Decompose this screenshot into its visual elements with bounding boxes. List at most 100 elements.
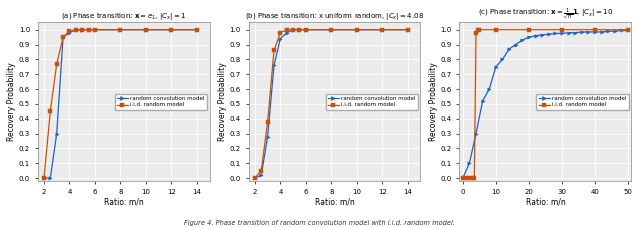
i.i.d. random model <box>474 28 481 31</box>
random convolution model <box>193 28 201 31</box>
X-axis label: Ratio: m/n: Ratio: m/n <box>525 197 565 206</box>
i.i.d. random model <box>302 28 310 31</box>
i.i.d. random model <box>142 28 150 31</box>
i.i.d. random model <box>465 177 473 179</box>
X-axis label: Ratio: m/n: Ratio: m/n <box>315 197 355 206</box>
X-axis label: Ratio: m/n: Ratio: m/n <box>104 197 143 206</box>
i.i.d. random model <box>328 28 335 31</box>
random convolution model <box>479 100 486 102</box>
random convolution model <box>545 33 552 36</box>
random convolution model <box>591 31 599 33</box>
random convolution model <box>485 88 493 90</box>
i.i.d. random model <box>270 49 278 52</box>
random convolution model <box>538 34 546 36</box>
i.i.d. random model <box>492 28 500 31</box>
i.i.d. random model <box>462 177 470 179</box>
Text: Figure 4. Phase transition of random convolution model with i.i.d. random model.: Figure 4. Phase transition of random con… <box>184 220 456 226</box>
i.i.d. random model <box>276 31 284 34</box>
random convolution model <box>598 31 605 33</box>
random convolution model <box>584 31 592 33</box>
Legend: random convolution model, i.i.d. random model: random convolution model, i.i.d. random … <box>115 94 207 110</box>
i.i.d. random model <box>66 30 74 32</box>
random convolution model <box>604 30 612 32</box>
Y-axis label: Recovery Probability: Recovery Probability <box>429 62 438 141</box>
random convolution model <box>40 177 48 179</box>
random convolution model <box>257 174 265 176</box>
i.i.d. random model <box>53 62 61 65</box>
random convolution model <box>505 48 513 50</box>
random convolution model <box>558 32 566 35</box>
i.i.d. random model <box>257 169 265 172</box>
i.i.d. random model <box>116 28 124 31</box>
random convolution model <box>499 58 506 61</box>
random convolution model <box>296 28 303 31</box>
random convolution model <box>492 65 500 68</box>
random convolution model <box>525 36 532 39</box>
random convolution model <box>459 177 467 179</box>
i.i.d. random model <box>558 28 566 31</box>
random convolution model <box>611 30 619 32</box>
Title: (c) Phase transition: $\mathbf{x} = \frac{1}{\sqrt{n}}\mathbf{1}$, $|C_x| = 10$: (c) Phase transition: $\mathbf{x} = \fra… <box>478 7 613 22</box>
random convolution model <box>116 28 124 31</box>
i.i.d. random model <box>459 177 467 179</box>
random convolution model <box>302 28 310 31</box>
random convolution model <box>564 31 572 34</box>
random convolution model <box>168 28 175 31</box>
i.i.d. random model <box>296 28 303 31</box>
i.i.d. random model <box>469 177 477 179</box>
random convolution model <box>276 37 284 40</box>
i.i.d. random model <box>283 28 291 31</box>
random convolution model <box>465 162 473 165</box>
i.i.d. random model <box>470 177 478 179</box>
random convolution model <box>251 177 259 179</box>
random convolution model <box>91 28 99 31</box>
Line: i.i.d. random model: i.i.d. random model <box>461 28 630 180</box>
random convolution model <box>142 28 150 31</box>
random convolution model <box>572 31 579 34</box>
random convolution model <box>624 29 632 32</box>
Line: i.i.d. random model: i.i.d. random model <box>42 28 198 180</box>
Line: random convolution model: random convolution model <box>461 29 630 180</box>
Legend: random convolution model, i.i.d. random model: random convolution model, i.i.d. random … <box>326 94 418 110</box>
random convolution model <box>78 28 86 31</box>
random convolution model <box>578 31 586 33</box>
i.i.d. random model <box>91 28 99 31</box>
i.i.d. random model <box>193 28 201 31</box>
i.i.d. random model <box>168 28 175 31</box>
i.i.d. random model <box>624 28 632 31</box>
random convolution model <box>378 28 386 31</box>
Line: i.i.d. random model: i.i.d. random model <box>253 28 410 180</box>
random convolution model <box>289 28 297 31</box>
i.i.d. random model <box>353 28 361 31</box>
i.i.d. random model <box>472 31 480 34</box>
random convolution model <box>532 34 540 37</box>
random convolution model <box>518 39 526 42</box>
random convolution model <box>353 28 361 31</box>
random convolution model <box>264 135 271 138</box>
random convolution model <box>404 28 412 31</box>
i.i.d. random model <box>40 177 48 179</box>
random convolution model <box>283 31 291 34</box>
i.i.d. random model <box>591 28 599 31</box>
random convolution model <box>472 132 480 135</box>
random convolution model <box>512 43 520 46</box>
random convolution model <box>66 31 74 34</box>
i.i.d. random model <box>476 28 483 31</box>
Legend: random convolution model, i.i.d. random model: random convolution model, i.i.d. random … <box>536 94 628 110</box>
random convolution model <box>84 28 92 31</box>
Y-axis label: Recovery Probability: Recovery Probability <box>7 62 16 141</box>
i.i.d. random model <box>264 120 271 123</box>
random convolution model <box>72 28 79 31</box>
i.i.d. random model <box>60 36 67 39</box>
i.i.d. random model <box>404 28 412 31</box>
i.i.d. random model <box>289 28 297 31</box>
random convolution model <box>60 36 67 39</box>
random convolution model <box>552 32 559 35</box>
Title: (a) Phase transition: $\mathbf{x} = e_1$, $|C_x| = 1$: (a) Phase transition: $\mathbf{x} = e_1$… <box>61 11 186 22</box>
random convolution model <box>47 177 54 179</box>
i.i.d. random model <box>84 28 92 31</box>
Line: random convolution model: random convolution model <box>42 28 198 180</box>
random convolution model <box>328 28 335 31</box>
i.i.d. random model <box>78 28 86 31</box>
Title: (b) Phase transition: x uniform random, $|C_x| = 4.08$: (b) Phase transition: x uniform random, … <box>245 11 424 22</box>
